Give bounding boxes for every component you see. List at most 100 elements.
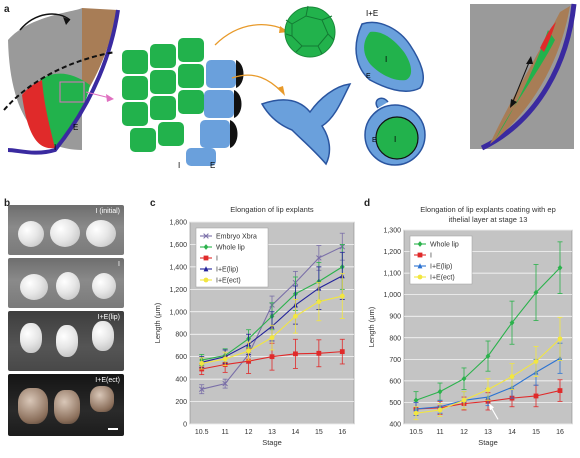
data-point [557,336,563,342]
label-I-ring: I [394,135,396,144]
data-point [198,386,205,392]
y-tick-label: 1,200 [169,287,187,294]
schematic-panel-a: I E I E I+E I E I E [3,3,577,170]
photo-caption-IEect: I+E(ect) [95,377,120,384]
legend-label: I+E(lip) [430,264,452,271]
zoom-arrow-head [106,94,114,102]
data-point [509,319,515,326]
label-I-blob: I [385,55,387,64]
y-tick-label: 1,000 [169,309,187,316]
panel-letter-a: a [4,4,10,15]
label-I-mid: I [178,161,180,170]
data-point [316,350,322,356]
panel-letter-d: d [364,198,371,209]
y-tick-label: 1,300 [383,228,401,235]
x-tick-label: 12 [245,429,253,436]
data-point [269,354,275,360]
data-point [339,293,345,299]
legend-label: I [216,256,218,263]
legend-label: I+E(ect) [216,278,241,285]
ie-blob-inner [364,31,412,81]
x-tick-label: 11 [222,429,229,436]
embryo-green-region [40,73,90,148]
x-axis-label: Stage [478,438,498,447]
y-tick-label: 800 [175,332,187,339]
label-E-ring: E [372,137,377,144]
legend-label: Embryo Xbra [216,234,257,241]
y-tick-label: 1,000 [383,292,401,299]
data-point [199,361,205,366]
y-tick-label: 800 [389,335,401,342]
data-point [316,299,322,305]
y-tick-label: 400 [389,422,401,429]
data-point [246,358,251,364]
data-point [533,359,539,364]
photo-caption-IElip: I+E(lip) [97,314,120,321]
embryo-red-region [22,80,55,149]
embryo-brown-region [82,8,118,90]
elongated-red [540,22,556,52]
elongated-outline [480,3,577,151]
zoom-box [59,81,85,103]
legend-marker [203,277,209,283]
y-tick-label: 500 [389,400,401,407]
y-tick-label: 600 [175,354,187,361]
data-point [413,410,419,416]
photo-row-IElip: I+E(lip) [8,311,124,371]
data-point [557,264,563,271]
data-point [557,388,563,393]
data-point [437,407,443,413]
legend-marker [203,266,209,272]
legend-marker [417,274,423,280]
rotation-arrow-head [63,17,70,25]
photo-caption-initial: I (initial) [95,208,120,215]
elongated-green [495,30,555,140]
cell-sheet [122,38,244,166]
scale-bar [108,428,118,430]
y-tick-label: 1,600 [169,242,187,249]
x-tick-label: 14 [292,429,300,436]
data-point [316,255,322,261]
legend-label: I [430,253,432,260]
x-tick-label: 10.5 [409,429,423,436]
label-IE-top: I+E [366,9,378,18]
data-point [222,380,228,387]
annotation-arrow-head [489,403,494,411]
legend-marker [203,233,209,239]
x-tick-label: 12 [460,429,468,436]
x-axis-label: Stage [262,438,282,447]
legend-marker [203,255,209,261]
y-tick-label: 1,200 [383,249,401,256]
y-tick-label: 900 [389,314,401,321]
x-tick-label: 15 [315,429,323,436]
y-axis-label: Length (μm) [367,306,376,347]
data-point [533,393,539,399]
ring-inner [375,116,419,160]
label-E-left: E [73,123,78,132]
legend-label: Whole lip [430,242,459,249]
embryo-dashed-line [3,51,116,111]
y-tick-label: 700 [389,357,401,364]
chart-title: ithelial layer at stage 13 [449,215,528,224]
x-tick-label: 11 [436,429,443,436]
photo-row-initial: I (initial) [8,205,124,255]
x-tick-label: 13 [268,429,276,436]
y-tick-label: 600 [389,378,401,385]
data-point [533,289,539,296]
x-tick-label: 16 [556,429,564,436]
label-I-left: I [54,143,56,152]
legend-marker [203,244,209,250]
photo-row-I: I [8,258,124,308]
elongation-double-arrow [511,59,531,105]
legend-label: I+E(lip) [216,267,238,274]
rotation-arrow [19,13,71,31]
label-E-mid: E [210,161,215,170]
data-point [293,351,298,357]
x-tick-label: 10.5 [195,429,209,436]
label-E-blob: E [366,73,371,80]
chart-c: Elongation of lip explants 0 200 400 600 800 1… [153,205,355,447]
blue-star-shape [260,83,352,166]
data-point [509,374,515,379]
chart-d: Elongation of lip explants coating with … [367,205,573,447]
data-point [222,356,228,362]
